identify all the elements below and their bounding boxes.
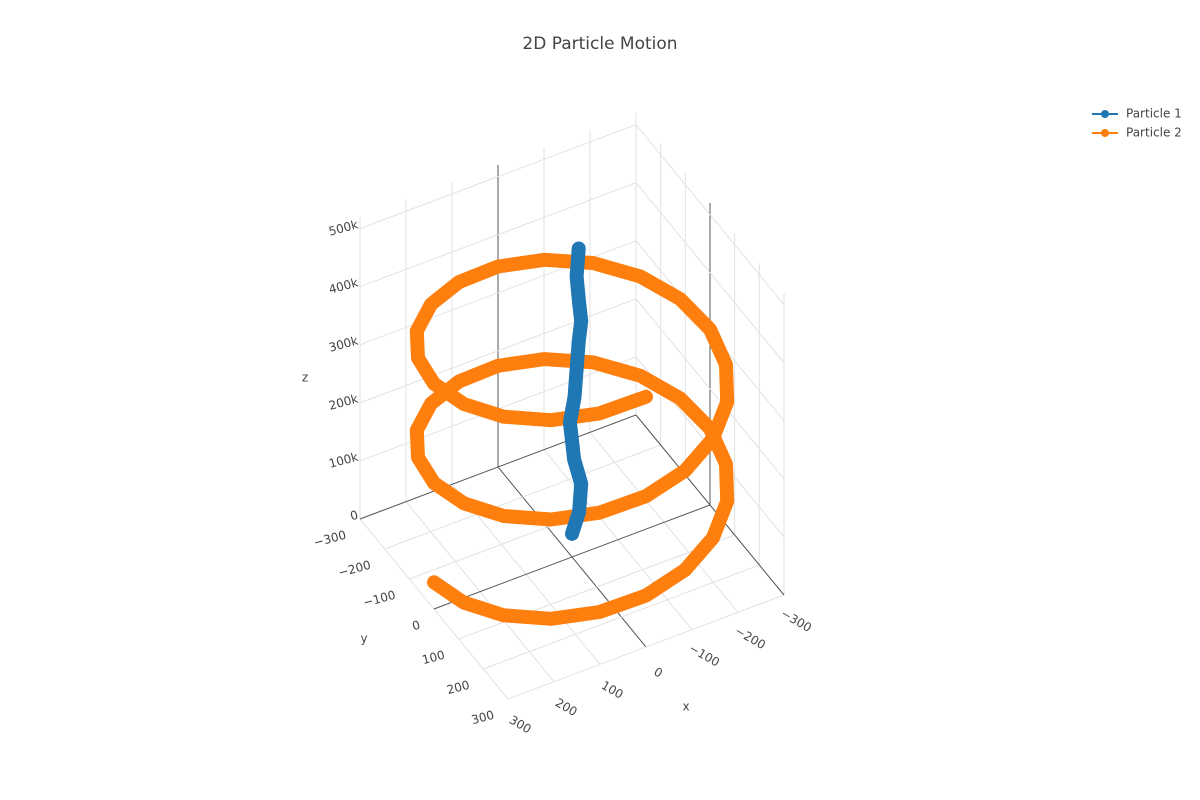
z-grid-line (635, 414, 785, 596)
z-tick-label: 300k (327, 334, 360, 355)
y-tick-label: 300 (470, 708, 496, 727)
x-tick-label: 200 (553, 695, 580, 719)
z-tick-label: 200k (327, 392, 360, 413)
x-tick-label: −100 (686, 641, 722, 670)
legend-marker (1101, 129, 1109, 137)
z-grid-line (359, 298, 637, 404)
y-tick-label: −300 (312, 528, 347, 550)
y-tick-label: −200 (337, 558, 372, 580)
legend-item: Particle 2 (1092, 126, 1182, 140)
x-tick-label: 100 (599, 678, 626, 702)
legend-marker (1101, 110, 1109, 118)
y-tick-label: 0 (411, 618, 422, 634)
z-grid-line (359, 182, 637, 288)
z-tick-label: 400k (327, 275, 360, 296)
z-grid-line (359, 124, 637, 230)
legend-label: Particle 1 (1126, 107, 1182, 121)
legend-item: Particle 1 (1092, 107, 1182, 121)
z-axis-title: z (302, 371, 308, 385)
chart-title: 2D Particle Motion (522, 34, 677, 54)
x-tick-label: −200 (732, 624, 768, 653)
series-line (562, 241, 589, 541)
series-line (409, 252, 735, 626)
y-grid-line (433, 504, 711, 610)
y-tick-label: −100 (362, 588, 397, 610)
z-tick-label: 100k (327, 450, 360, 471)
y-grid-line (507, 594, 785, 700)
x-tick-label: 0 (651, 665, 665, 681)
z-grid-line (635, 298, 785, 480)
y-grid-line (483, 564, 760, 670)
y-tick-label: 200 (445, 678, 471, 697)
z-grid-line (635, 182, 785, 364)
z-tick-label: 0 (349, 508, 360, 524)
y-tick-label: 100 (421, 648, 447, 667)
x-tick-label: 300 (507, 713, 534, 737)
y-axis-title: y (360, 632, 367, 646)
z-grid-line (635, 124, 785, 305)
x-axis-title: x (682, 700, 689, 714)
z-tick-label: 500k (327, 217, 360, 238)
z-grid-line (359, 414, 637, 520)
legend-label: Particle 2 (1126, 126, 1182, 140)
y-grid-line (384, 444, 661, 550)
x-tick-label: −300 (778, 606, 814, 635)
